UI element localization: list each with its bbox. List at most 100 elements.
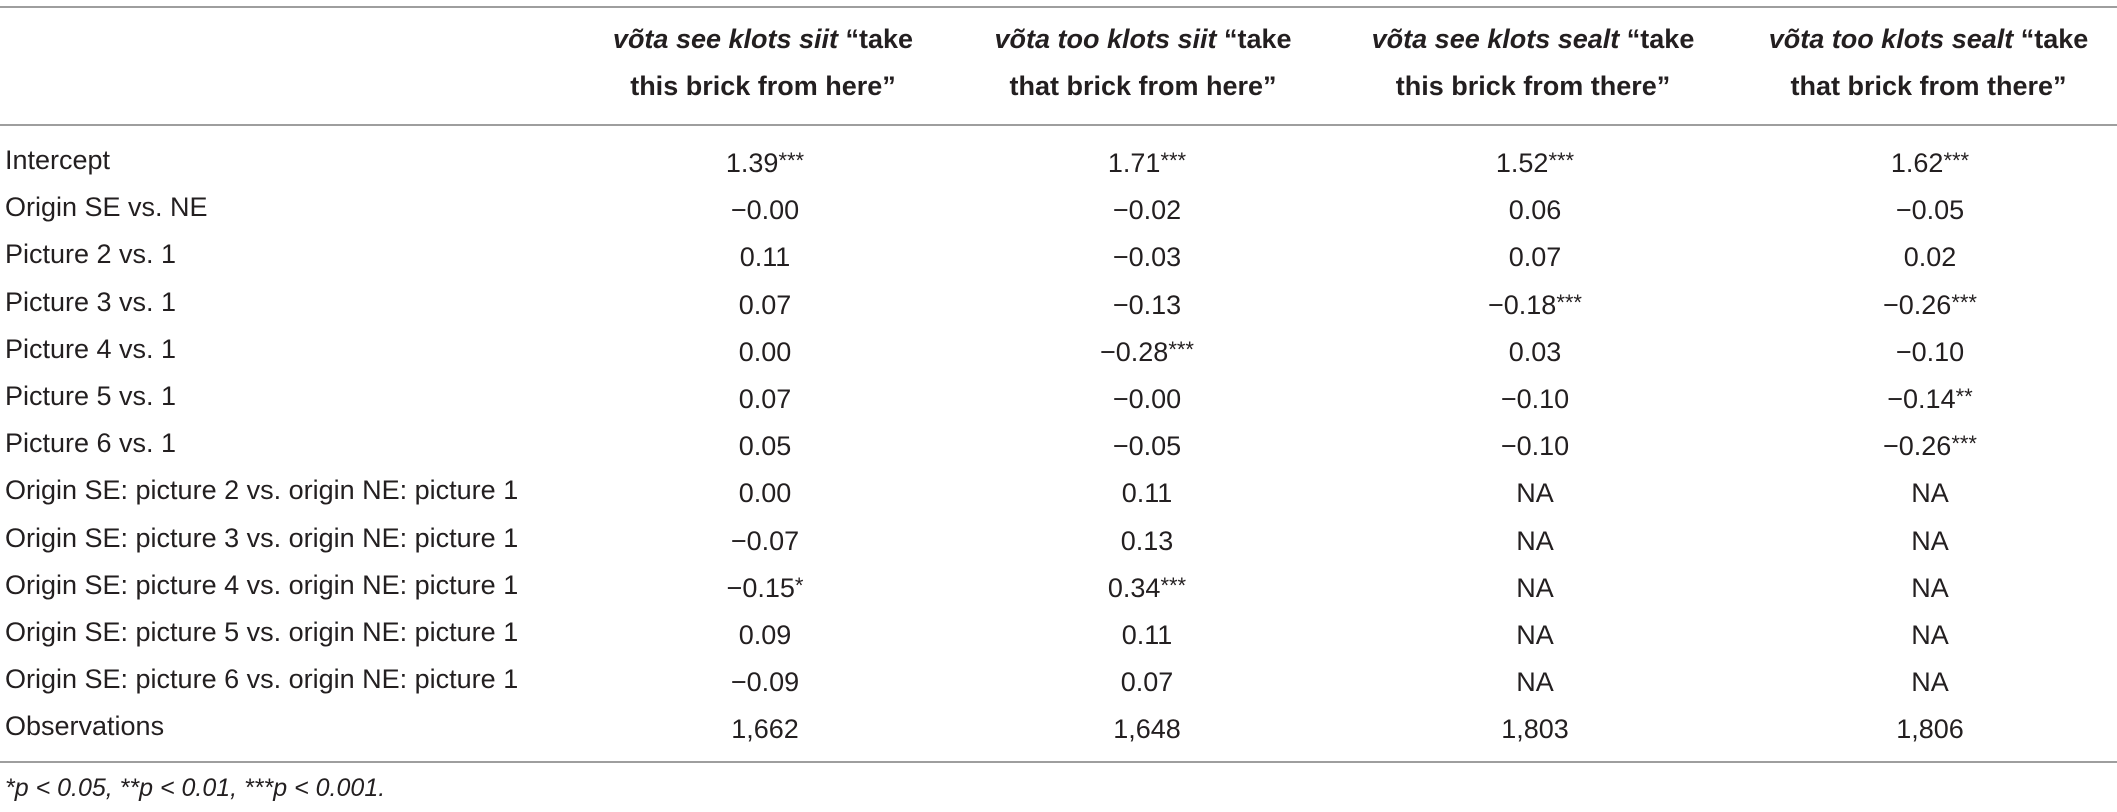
cell-value: 0.00 — [738, 336, 792, 367]
cell-value: −0.10 — [1500, 431, 1570, 462]
value-cell-col-2: −0.13 — [997, 279, 1297, 326]
cell-value: NA — [1911, 667, 1949, 698]
table-row: Picture 4 vs. 1 0.00 −0.28*** 0.03 −0.10 — [0, 326, 2117, 373]
table-row: Picture 5 vs. 1 0.07 −0.00 −0.10 −0.14** — [0, 373, 2117, 420]
header-2-line2: that brick from here” — [1009, 71, 1277, 101]
value-cell-col-4: NA — [1780, 515, 2080, 562]
value-cell-col-4: −0.10 — [1780, 326, 2080, 373]
value-cell-col-4: NA — [1780, 562, 2080, 609]
column-header-2: võta too klots siit “take that brick fro… — [958, 16, 1328, 116]
cell-value: 0.34 — [1107, 572, 1161, 603]
value-cell-col-1: 0.07 — [615, 279, 915, 326]
header-3-rest: “take — [1619, 24, 1695, 54]
column-header-3: võta see klots sealt “take this brick fr… — [1338, 16, 1728, 116]
value-cell-col-2: 0.11 — [997, 467, 1297, 514]
cell-value: 0.11 — [1121, 620, 1173, 650]
table-row: Intercept 1.39*** 1.71*** 1.52*** 1.62*** — [0, 137, 2117, 184]
header-4-line2: that brick from there” — [1790, 71, 2067, 101]
value-cell-col-3: −0.10 — [1385, 373, 1685, 420]
cell-value: −0.14 — [1887, 384, 1956, 414]
cell-value: 0.02 — [1903, 242, 1957, 273]
table-row: Origin SE: picture 3 vs. origin NE: pict… — [0, 515, 2117, 562]
value-cell-col-4: −0.26*** — [1780, 420, 2080, 467]
cell-value: −0.15 — [726, 572, 795, 603]
cell-value: 0.00 — [738, 478, 792, 509]
value-cell-col-3: NA — [1385, 609, 1685, 656]
cell-value: NA — [1911, 620, 1949, 650]
value-cell-col-2: 0.34*** — [997, 562, 1297, 609]
value-cell-col-4: 1.62*** — [1780, 137, 2080, 184]
cell-value: 0.09 — [738, 620, 792, 650]
cell-value: −0.10 — [1895, 336, 1965, 367]
row-label: Observations — [5, 711, 165, 742]
value-cell-col-2: 1,648 — [997, 703, 1297, 750]
cell-value: 1,662 — [731, 714, 799, 745]
cell-value: 0.06 — [1508, 195, 1562, 226]
row-label: Picture 6 vs. 1 — [5, 428, 177, 459]
cell-value: −0.26 — [1882, 431, 1952, 462]
cell-value: NA — [1911, 525, 1949, 556]
significance-stars: ** — [1955, 384, 1973, 409]
cell-value: −0.10 — [1500, 384, 1570, 414]
cell-value: −0.26 — [1882, 289, 1952, 320]
value-cell-col-1: 1.39*** — [615, 137, 915, 184]
cell-value: NA — [1516, 620, 1554, 650]
significance-footnote: *p < 0.05, **p < 0.01, ***p < 0.001. — [5, 774, 386, 802]
value-cell-col-4: −0.05 — [1780, 184, 2080, 231]
cell-value: 0.07 — [738, 289, 792, 320]
value-cell-col-3: NA — [1385, 562, 1685, 609]
cell-value: 1.52 — [1495, 148, 1549, 178]
significance-stars: *** — [1556, 289, 1582, 315]
row-label: Picture 5 vs. 1 — [5, 381, 177, 411]
row-label: Picture 4 vs. 1 — [5, 333, 177, 364]
table-row: Origin SE: picture 2 vs. origin NE: pict… — [0, 467, 2117, 514]
cell-value: −0.28 — [1099, 336, 1169, 367]
header-3-italic: võta see klots sealt — [1371, 24, 1620, 54]
value-cell-col-4: −0.26*** — [1780, 279, 2080, 326]
row-label: Origin SE: picture 3 vs. origin NE: pict… — [5, 522, 519, 553]
cell-value: −0.00 — [1112, 384, 1182, 414]
cell-value: 1,803 — [1501, 714, 1569, 745]
header-1-rest: “take — [838, 24, 914, 54]
significance-stars: *** — [1168, 336, 1194, 362]
value-cell-col-1: −0.00 — [615, 184, 915, 231]
cell-value: −0.05 — [1112, 431, 1182, 462]
cell-value: 0.07 — [1508, 242, 1562, 273]
row-label: Intercept — [5, 145, 111, 175]
header-2-italic: võta too klots siit — [994, 24, 1217, 54]
value-cell-col-3: 0.07 — [1385, 231, 1685, 278]
value-cell-col-2: 1.71*** — [997, 137, 1297, 184]
value-cell-col-3: NA — [1385, 656, 1685, 703]
value-cell-col-3: 1,803 — [1385, 703, 1685, 750]
cell-value: NA — [1911, 572, 1949, 603]
cell-value: 0.11 — [739, 242, 791, 273]
header-4-rest: “take — [2013, 24, 2089, 54]
value-cell-col-4: NA — [1780, 609, 2080, 656]
value-cell-col-4: 0.02 — [1780, 231, 2080, 278]
value-cell-col-1: 0.00 — [615, 326, 915, 373]
cell-value: 0.11 — [1121, 478, 1173, 509]
header-2-rest: “take — [1216, 24, 1292, 54]
value-cell-col-1: 0.00 — [615, 467, 915, 514]
cell-value: 0.07 — [1120, 667, 1174, 698]
value-cell-col-4: NA — [1780, 467, 2080, 514]
table-row: Picture 2 vs. 1 0.11 −0.03 0.07 0.02 — [0, 231, 2117, 278]
value-cell-col-2: −0.05 — [997, 420, 1297, 467]
significance-stars: *** — [1951, 431, 1977, 457]
cell-value: 1.62 — [1890, 148, 1944, 178]
row-label: Picture 3 vs. 1 — [5, 286, 177, 317]
cell-value: NA — [1911, 478, 1949, 509]
header-4-italic: võta too klots sealt — [1768, 24, 2014, 54]
cell-value: NA — [1516, 478, 1554, 509]
header-1-line2: this brick from here” — [630, 71, 896, 101]
cell-value: 0.03 — [1508, 336, 1562, 367]
row-label: Origin SE: picture 4 vs. origin NE: pict… — [5, 569, 519, 600]
value-cell-col-3: 0.03 — [1385, 326, 1685, 373]
cell-value: 1,648 — [1113, 714, 1181, 745]
value-cell-col-1: −0.07 — [615, 515, 915, 562]
value-cell-col-1: 1,662 — [615, 703, 915, 750]
cell-value: NA — [1516, 525, 1554, 556]
value-cell-col-4: NA — [1780, 656, 2080, 703]
value-cell-col-1: 0.05 — [615, 420, 915, 467]
value-cell-col-1: −0.15* — [615, 562, 915, 609]
